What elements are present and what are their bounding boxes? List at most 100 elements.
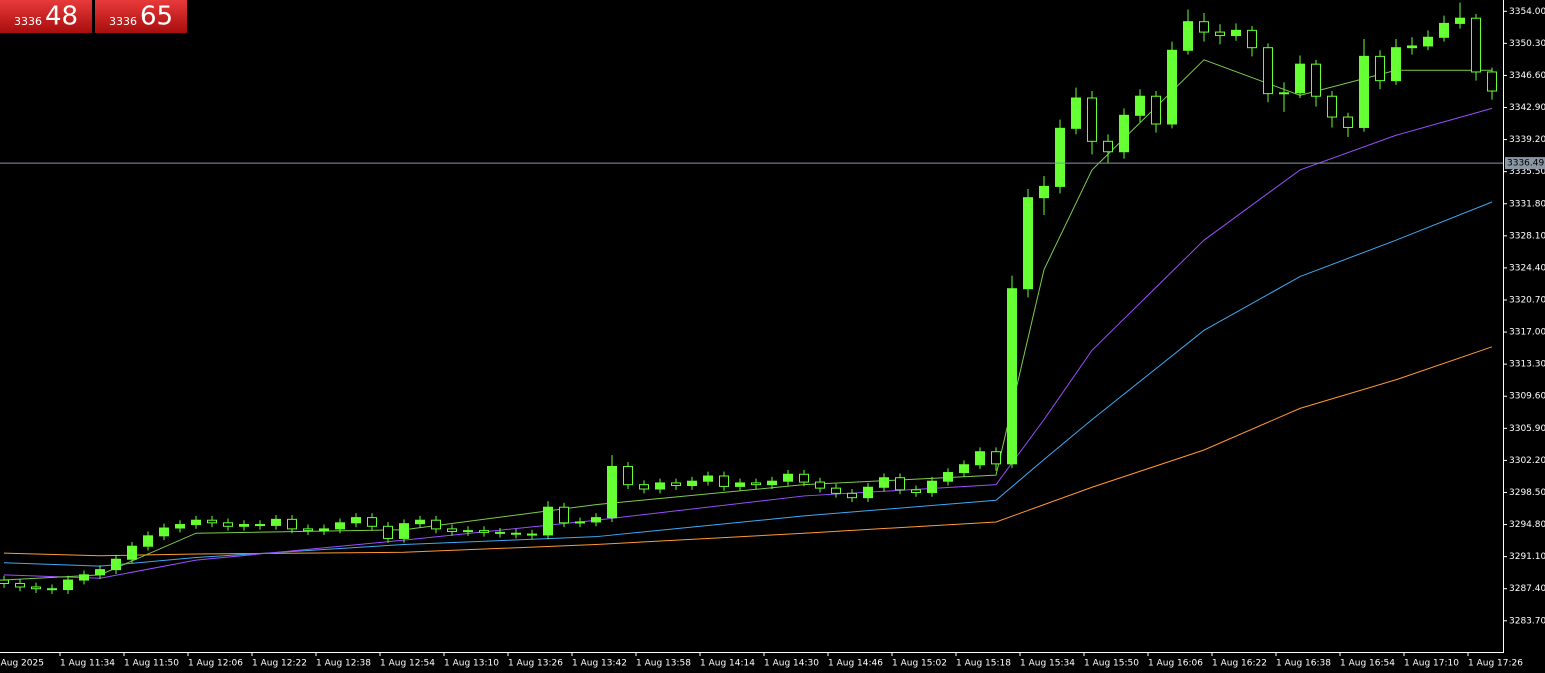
y-tick-label: 3287.40	[1509, 584, 1545, 594]
x-tick-label: 1 Aug 12:22	[252, 659, 307, 669]
x-tick-label: 1 Aug 15:02	[892, 659, 947, 669]
candle-body	[303, 528, 313, 532]
y-tick-label: 3294.80	[1509, 520, 1545, 530]
y-tick-label: 3320.70	[1509, 295, 1545, 305]
candle-body	[767, 480, 777, 486]
candle-body	[559, 506, 569, 524]
y-tick-label: 3324.40	[1509, 263, 1545, 273]
x-tick-label: 1 Aug 11:34	[60, 659, 115, 669]
quote-big: 65	[140, 2, 173, 32]
y-tick-label: 3335.50	[1509, 167, 1545, 177]
candle-body	[927, 480, 937, 493]
x-tick-label: 1 Aug 12:38	[316, 659, 371, 669]
candle-body	[1231, 29, 1241, 37]
quote-box	[95, 0, 187, 33]
candle-body	[1071, 97, 1081, 129]
candle-body	[1151, 95, 1161, 125]
candle-body	[1023, 197, 1033, 290]
candle-body	[575, 521, 585, 524]
candle-body	[207, 519, 217, 524]
candle-body	[383, 525, 393, 539]
y-tick-label: 3317.00	[1509, 328, 1545, 338]
candle-body	[1295, 63, 1305, 94]
y-tick-label: 3331.80	[1509, 199, 1545, 209]
y-tick-label: 3309.60	[1509, 392, 1545, 402]
candle-body	[975, 451, 985, 466]
x-tick-label: 1 Aug 16:06	[1148, 659, 1203, 669]
candle-body	[815, 481, 825, 489]
x-tick-label: 1 Aug 13:10	[444, 659, 499, 669]
quote-small: 3336	[14, 15, 42, 28]
candle-body	[1215, 31, 1225, 37]
candle-body	[415, 519, 425, 525]
last-price-label: 3336.49	[1507, 159, 1544, 169]
candle-body	[255, 524, 265, 527]
x-tick-label: 1 Aug 12:54	[380, 659, 435, 669]
y-tick-label: 3350.30	[1509, 39, 1545, 49]
candle-body	[607, 465, 617, 519]
candle-body	[943, 472, 953, 482]
candle-body	[719, 475, 729, 487]
x-tick-label: 1 Aug 13:42	[572, 659, 627, 669]
candle-body	[1391, 47, 1401, 82]
candle-body	[1183, 21, 1193, 51]
candle-body	[1007, 288, 1017, 465]
candle-body	[1327, 95, 1337, 118]
candle-body	[0, 579, 9, 585]
candle-body	[1135, 95, 1145, 116]
x-tick-label: 1 Aug 11:50	[124, 659, 179, 669]
candle-body	[879, 477, 889, 488]
candle-body	[175, 524, 185, 529]
candle-body	[463, 530, 473, 533]
x-tick-label: 1 Aug 14:14	[700, 659, 755, 669]
candle-body	[1423, 36, 1433, 47]
candle-body	[1471, 17, 1481, 73]
y-tick-label: 3302.20	[1509, 456, 1545, 466]
candle-body	[1359, 55, 1369, 128]
candle-body	[671, 482, 681, 487]
candle-body	[527, 533, 537, 536]
y-tick-label: 3283.70	[1509, 616, 1545, 626]
x-tick-label: 1 Aug 12:06	[188, 659, 243, 669]
candle-body	[47, 588, 57, 591]
y-tick-label: 3298.50	[1509, 488, 1545, 498]
candle-body	[895, 477, 905, 491]
candle-body	[543, 506, 553, 536]
x-tick-label: 1 Aug 13:26	[508, 659, 563, 669]
candle-body	[1487, 71, 1497, 92]
y-tick-label: 3346.60	[1509, 71, 1545, 81]
candle-body	[1279, 92, 1289, 95]
x-tick-label: 1 Aug 16:38	[1276, 659, 1331, 669]
x-tick-label: 1 Aug 15:34	[1020, 659, 1075, 669]
candle-body	[95, 569, 105, 576]
x-tick-label: 1 Aug 17:26	[1468, 659, 1523, 669]
x-tick-label: 1 Aug 16:22	[1212, 659, 1267, 669]
candle-body	[735, 482, 745, 487]
candle-body	[959, 464, 969, 474]
quote-small: 3336	[109, 15, 137, 28]
x-tick-label: 1 Aug 13:58	[636, 659, 691, 669]
candle-body	[127, 545, 137, 560]
y-tick-label: 3313.30	[1509, 360, 1545, 370]
candle-body	[239, 524, 249, 527]
candle-body	[1407, 45, 1417, 49]
candle-body	[1311, 63, 1321, 97]
candle-body	[319, 528, 329, 532]
x-tick-label: 1 Aug 17:10	[1404, 659, 1459, 669]
x-tick-label: 1 Aug 14:30	[764, 659, 819, 669]
candle-body	[79, 574, 89, 581]
candle-body	[159, 527, 169, 537]
candle-body	[1263, 47, 1273, 95]
ma-line	[3, 201, 1493, 567]
candle-body	[639, 484, 649, 490]
candle-body	[335, 522, 345, 530]
quote-box	[0, 0, 92, 33]
y-tick-label: 3342.90	[1509, 103, 1545, 113]
quote-boxes: 3336 48 3336 65	[0, 0, 187, 33]
candle-body	[111, 558, 121, 571]
candle-body	[831, 487, 841, 494]
candle-body	[351, 517, 361, 524]
candle-body	[399, 523, 409, 539]
quote-big: 48	[45, 2, 78, 32]
